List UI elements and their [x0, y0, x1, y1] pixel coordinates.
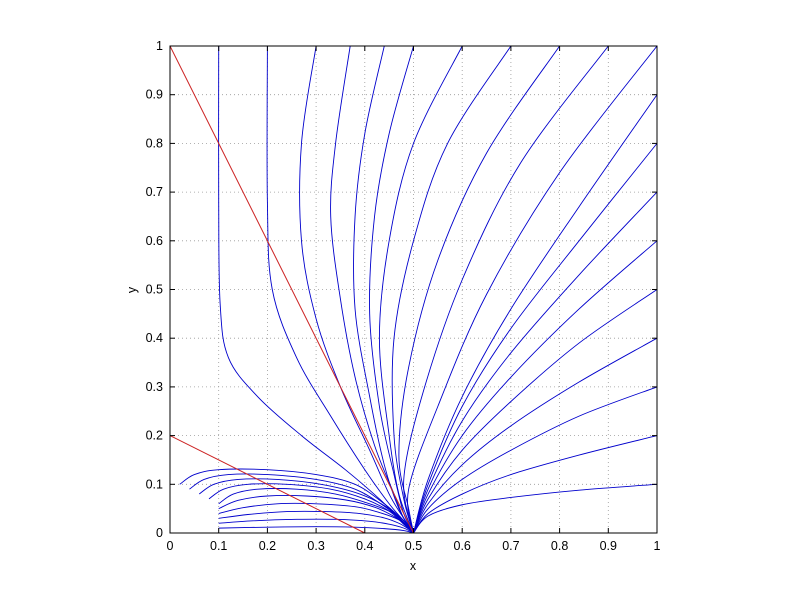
trajectory-from-right — [413, 386, 658, 534]
trajectory-from-top — [369, 45, 414, 534]
trajectory-from-right — [413, 435, 658, 534]
trajectory-bottom-left — [218, 488, 414, 534]
y-tick-label: 0.8 — [146, 136, 163, 150]
trajectory-from-top — [378, 45, 463, 534]
trajectory-from-right — [413, 240, 658, 534]
x-axis-label: x — [410, 559, 417, 573]
y-tick-label: 1 — [156, 39, 163, 53]
trajectory-bottom-left — [179, 468, 414, 534]
trajectory-from-right — [413, 289, 658, 534]
trajectory-bottom-left — [218, 510, 414, 534]
y-tick-label: 0.3 — [146, 380, 163, 394]
y-tick-label: 0.4 — [146, 331, 163, 345]
y-tick-label: 0.6 — [146, 234, 163, 248]
y-tick-label: 0 — [156, 526, 163, 540]
trajectory-bottom-left — [198, 478, 414, 534]
axis-ticks: 0 0.1 0.2 0.3 0.4 0.5 0.6 0.7 0.8 0.9 1 0 0.1 0.2 0.3 0… — [146, 39, 661, 553]
trajectories — [179, 45, 658, 534]
y-tick-label: 0.7 — [146, 185, 163, 199]
x-tick-label: 1 — [654, 539, 661, 553]
trajectory-from-top — [266, 45, 414, 534]
trajectory-bottom-left — [218, 502, 414, 534]
x-tick-label: 0.9 — [600, 539, 617, 553]
trajectory-from-top — [407, 45, 658, 534]
red-reference-line — [169, 435, 366, 534]
x-tick-label: 0 — [167, 539, 174, 553]
x-tick-label: 0.4 — [356, 539, 373, 553]
red-reference-line — [169, 45, 414, 534]
x-tick-label: 0.1 — [210, 539, 227, 553]
trajectory-from-right — [413, 191, 658, 534]
y-tick-label: 0.2 — [146, 429, 163, 443]
y-axis-label: y — [125, 286, 139, 293]
trajectory-from-right — [413, 337, 658, 534]
x-tick-label: 0.5 — [405, 539, 422, 553]
trajectory-from-right — [413, 483, 658, 534]
x-tick-label: 0.6 — [454, 539, 471, 553]
trajectory-bottom-left — [218, 526, 414, 534]
x-tick-label: 0.7 — [502, 539, 519, 553]
trajectory-from-top — [391, 45, 512, 534]
trajectory-from-top — [353, 45, 414, 534]
x-tick-label: 0.8 — [551, 539, 568, 553]
trajectory-from-top — [330, 45, 414, 534]
y-tick-label: 0.5 — [146, 283, 163, 297]
x-tick-label: 0.2 — [259, 539, 276, 553]
reference-lines — [169, 45, 414, 534]
trajectory-from-right — [413, 94, 658, 534]
x-tick-label: 0.3 — [307, 539, 324, 553]
trajectory-from-top — [403, 45, 609, 534]
trajectory-bottom-left — [218, 518, 414, 534]
y-tick-label: 0.1 — [146, 477, 163, 491]
y-tick-label: 0.9 — [146, 88, 163, 102]
trajectory-from-right — [413, 143, 658, 534]
trajectory-bottom-left — [218, 495, 414, 534]
trajectory-from-top — [299, 45, 414, 534]
